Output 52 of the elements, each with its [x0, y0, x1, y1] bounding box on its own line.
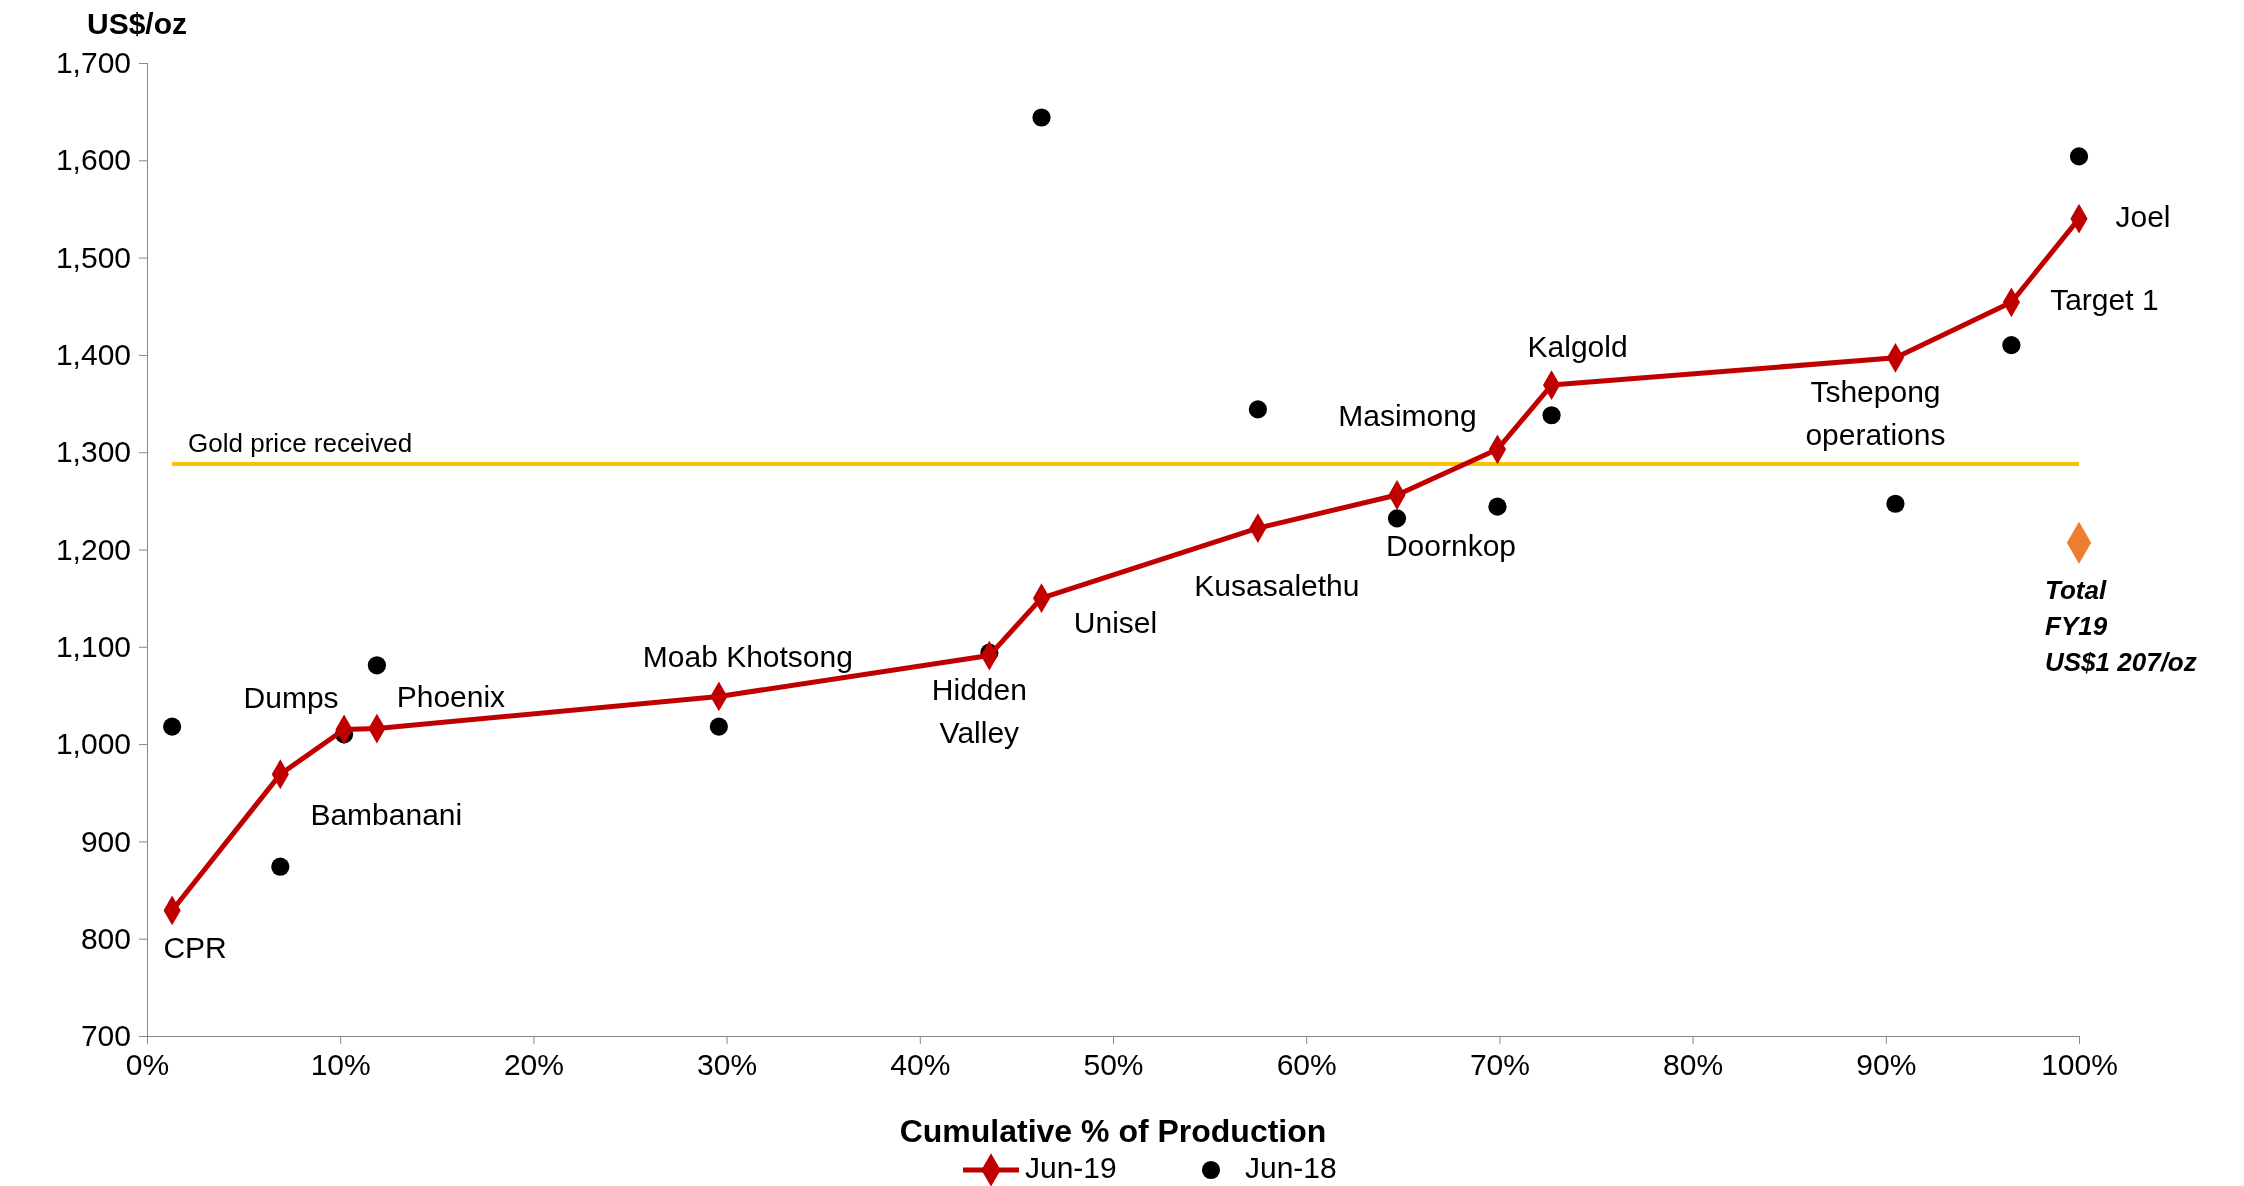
- y-tick-label: 1,700: [55, 46, 131, 80]
- annotation: Kusasalethu: [1194, 569, 1360, 603]
- point: [1542, 406, 1561, 425]
- point: [2002, 336, 2021, 355]
- y-tick-label: 1,600: [55, 143, 131, 177]
- point: [1032, 108, 1051, 127]
- annotation: Joel: [2115, 199, 2171, 233]
- x-tick-label: 30%: [697, 1048, 758, 1082]
- annotation: Bambanani: [310, 798, 463, 832]
- annotation: Unisel: [1073, 606, 1158, 640]
- annotation: Doornkop: [1385, 528, 1517, 562]
- y-tick-label: 1,200: [55, 532, 131, 566]
- point: [1488, 497, 1507, 516]
- y-axis-title: US$/oz: [86, 7, 188, 40]
- y-tick-label: 1,100: [55, 629, 131, 663]
- annotation: Masimong: [1338, 399, 1477, 433]
- x-tick-label: 60%: [1276, 1048, 1337, 1082]
- annotation: Total FY19 US$1 207/oz: [2045, 574, 2197, 677]
- point: [709, 717, 728, 736]
- point: [271, 857, 290, 876]
- point: [1886, 494, 1905, 513]
- x-tick-label: 40%: [890, 1048, 951, 1082]
- annotation: Moab Khotsong: [642, 640, 853, 674]
- y-tick-label: 1,500: [55, 240, 131, 274]
- annotation: Kalgold: [1527, 329, 1628, 363]
- y-tick-label: 900: [80, 824, 131, 858]
- y-tick-label: 800: [80, 921, 131, 955]
- legend-label: Jun-19: [1025, 1150, 1117, 1184]
- annotation: Phoenix: [396, 680, 506, 714]
- annotation: Tshepong operations: [1805, 374, 1946, 451]
- y-tick-label: 1,300: [55, 435, 131, 469]
- x-tick-label: 100%: [2041, 1048, 2118, 1082]
- annotation: CPR: [163, 931, 227, 965]
- x-tick-label: 20%: [503, 1048, 564, 1082]
- annotation: Target 1: [2050, 283, 2159, 317]
- y-tick-label: 1,000: [55, 727, 131, 761]
- x-tick-label: 90%: [1856, 1048, 1917, 1082]
- point: [1248, 400, 1267, 419]
- x-tick-label: 50%: [1083, 1048, 1144, 1082]
- legend-label: Jun-18: [1245, 1150, 1337, 1184]
- point: [1387, 509, 1407, 528]
- x-tick-label: 70%: [1469, 1048, 1530, 1082]
- annotation: Hidden Valley: [931, 673, 1027, 750]
- point: [367, 656, 386, 675]
- point: [2069, 147, 2089, 166]
- x-axis-title: Cumulative % of Production: [899, 1113, 1327, 1149]
- x-tick-label: 10%: [310, 1048, 371, 1082]
- y-tick-label: 1,400: [55, 338, 131, 371]
- point: [163, 717, 182, 736]
- ref-line-label: Gold price received: [188, 427, 413, 458]
- x-tick-label: 80%: [1663, 1048, 1724, 1082]
- annotation: Dumps: [243, 681, 339, 715]
